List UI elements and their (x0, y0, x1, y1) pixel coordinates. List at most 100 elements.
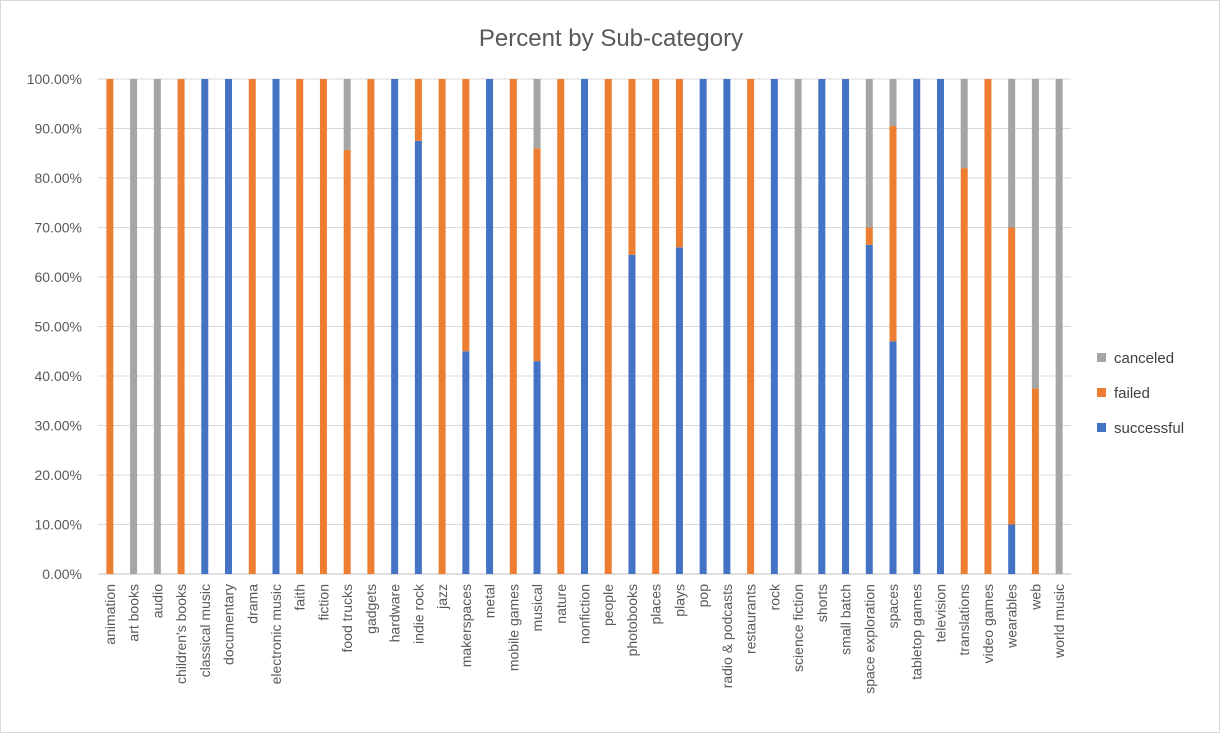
x-tick-label: photobooks (624, 584, 640, 656)
y-tick-label: 60.00% (35, 269, 82, 285)
x-tick-label: spaces (885, 584, 901, 628)
x-tick-label: places (648, 584, 664, 624)
bar-canceled (533, 79, 541, 149)
bar-successful (414, 140, 422, 575)
y-tick-label: 90.00% (35, 121, 82, 137)
x-tick-label: musical (529, 584, 545, 631)
x-tick-label: art books (126, 584, 142, 642)
legend-swatch (1097, 388, 1106, 397)
bar-failed (438, 79, 446, 574)
y-tick-label: 80.00% (35, 170, 82, 186)
x-tick-label: documentary (221, 584, 237, 665)
x-tick-label: video games (980, 584, 996, 663)
bar-canceled (865, 79, 873, 228)
bar-failed (319, 79, 327, 574)
x-tick-label: gadgets (363, 584, 379, 634)
bar-successful (865, 244, 873, 574)
x-tick-label: drama (244, 584, 260, 624)
x-tick-label: audio (149, 584, 165, 618)
bar-successful (486, 79, 494, 574)
bar-successful (723, 79, 731, 574)
bar-failed (509, 79, 517, 574)
bar-canceled (130, 79, 138, 574)
chart-title: Percent by Sub-category (479, 25, 743, 52)
x-tick-label: indie rock (410, 583, 426, 644)
bar-failed (1031, 388, 1039, 575)
bar-successful (272, 79, 280, 574)
y-tick-label: 40.00% (35, 368, 82, 384)
bar-canceled (889, 79, 897, 127)
bar-failed (675, 79, 683, 248)
bar-canceled (1031, 79, 1039, 389)
x-tick-label: shorts (814, 584, 830, 622)
x-tick-label: hardware (387, 584, 403, 643)
bar-failed (889, 126, 897, 342)
bar-failed (177, 79, 185, 574)
x-tick-label: small batch (838, 584, 854, 655)
bar-failed (533, 148, 541, 362)
bar-canceled (960, 79, 968, 169)
bar-failed (960, 168, 968, 574)
bar-failed (248, 79, 256, 574)
x-tick-label: rock (766, 583, 782, 610)
y-tick-label: 50.00% (35, 319, 82, 335)
bar-failed (296, 79, 304, 574)
x-tick-label: food trucks (339, 584, 355, 652)
x-tick-label: nonfiction (577, 584, 593, 644)
bar-successful (889, 341, 897, 574)
x-tick-label: faith (292, 584, 308, 610)
x-tick-label: web (1027, 584, 1043, 611)
y-tick-label: 30.00% (35, 418, 82, 434)
y-tick-label: 10.00% (35, 517, 82, 533)
bar-failed (628, 79, 636, 255)
x-tick-label: jazz (434, 584, 450, 610)
bar-failed (367, 79, 375, 574)
x-tick-label: world music (1051, 584, 1067, 659)
x-tick-label: pop (695, 584, 711, 608)
x-tick-label: nature (553, 584, 569, 624)
x-tick-label: mobile games (505, 584, 521, 671)
legend-label: successful (1114, 420, 1184, 437)
bar-failed (984, 79, 992, 574)
x-tick-label: children's books (173, 584, 189, 684)
x-tick-label: tabletop games (909, 584, 925, 680)
y-axis-ticks: 0.00% 10.00% 20.00% 30.00% 40.00% 50.00% 60.00… (27, 71, 82, 582)
bar-successful (225, 79, 233, 574)
bar-failed (1008, 227, 1016, 525)
x-tick-label: animation (102, 584, 118, 645)
x-tick-label: metal (482, 584, 498, 618)
legend-swatch (1097, 353, 1106, 362)
bars (106, 79, 1063, 575)
bar-failed (462, 79, 470, 352)
x-tick-label: science fiction (790, 584, 806, 672)
bar-failed (652, 79, 660, 574)
bar-canceled (794, 79, 802, 574)
bar-failed (414, 79, 422, 141)
x-tick-label: classical music (197, 584, 213, 677)
bar-successful (675, 247, 683, 575)
bar-canceled (1055, 79, 1063, 574)
x-tick-label: translations (956, 584, 972, 656)
bar-successful (201, 79, 209, 574)
bar-successful (391, 79, 399, 574)
bar-successful (1008, 524, 1016, 574)
x-tick-label: fiction (315, 584, 331, 621)
legend-label: failed (1114, 385, 1150, 402)
bar-failed (747, 79, 755, 574)
bar-successful (628, 254, 636, 574)
x-axis-ticks: animation art books audio children's books c… (102, 583, 1067, 694)
x-tick-label: people (600, 584, 616, 626)
bar-successful (533, 361, 541, 574)
x-tick-label: space exploration (861, 584, 877, 694)
bar-canceled (343, 79, 351, 150)
y-tick-label: 70.00% (35, 220, 82, 236)
x-tick-label: television (932, 584, 948, 642)
y-tick-label: 20.00% (35, 467, 82, 483)
bar-failed (343, 149, 351, 575)
bar-successful (842, 79, 850, 574)
bar-successful (462, 351, 470, 574)
bar-successful (699, 79, 707, 574)
bar-successful (581, 79, 588, 574)
